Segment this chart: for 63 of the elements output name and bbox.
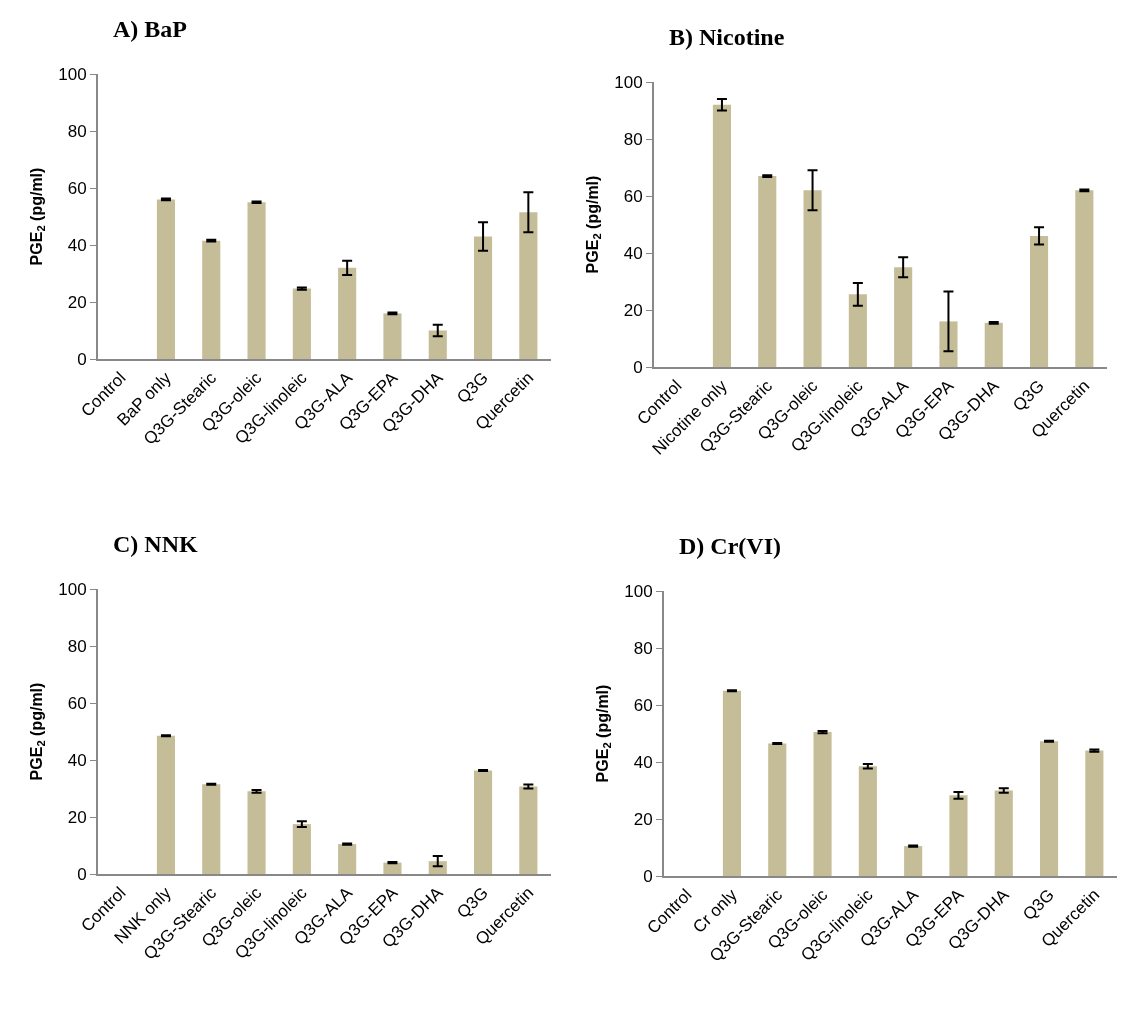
- y-tick-label: 60: [67, 178, 87, 198]
- bar: [292, 824, 311, 874]
- bar: [939, 321, 958, 367]
- y-tick-label: 40: [623, 243, 643, 263]
- bar: [1085, 750, 1104, 876]
- bar: [758, 176, 777, 367]
- bar: [1039, 741, 1059, 876]
- y-tick-label: 80: [67, 636, 87, 656]
- y-tick-label: 60: [67, 693, 87, 713]
- y-tick-label: 20: [633, 809, 653, 829]
- y-tick-label: 40: [67, 235, 87, 255]
- y-tick-label: 80: [67, 121, 87, 141]
- chart-title: A) BaP: [113, 16, 187, 43]
- chart-title: D) Cr(VI): [679, 533, 781, 560]
- bar: [803, 190, 822, 367]
- bar: [994, 790, 1013, 876]
- y-tick-label: 100: [624, 581, 653, 601]
- bar: [202, 240, 221, 359]
- bar: [202, 784, 221, 874]
- y-tick-label: 100: [614, 72, 643, 92]
- bar: [813, 732, 832, 876]
- y-tick-label: 60: [623, 186, 643, 206]
- y-tick-label: 0: [633, 357, 643, 377]
- bar: [156, 199, 176, 359]
- bar: [338, 267, 357, 359]
- bar: [156, 735, 176, 874]
- bar: [247, 791, 266, 874]
- y-tick-label: 0: [77, 864, 87, 884]
- bar: [428, 330, 447, 359]
- bar: [292, 288, 311, 359]
- bar: [1075, 190, 1094, 367]
- bar: [383, 313, 402, 359]
- bar: [894, 267, 913, 367]
- bar: [949, 795, 968, 876]
- bar: [768, 743, 787, 876]
- bar: [519, 212, 538, 359]
- bar: [473, 770, 493, 874]
- y-tick-label: 20: [67, 807, 87, 827]
- y-tick-label: 40: [67, 750, 87, 770]
- y-tick-label: 0: [643, 866, 653, 886]
- bar: [247, 202, 266, 359]
- chart-title: B) Nicotine: [669, 24, 785, 51]
- y-tick-label: 40: [633, 752, 653, 772]
- y-tick-label: 20: [623, 300, 643, 320]
- bar: [904, 846, 923, 876]
- bar: [383, 862, 402, 874]
- y-tick-label: 0: [77, 349, 87, 369]
- bar: [473, 236, 493, 359]
- bar: [338, 844, 357, 874]
- y-tick-label: 80: [623, 129, 643, 149]
- bar: [848, 294, 867, 367]
- bar: [519, 786, 538, 874]
- bar: [984, 322, 1003, 367]
- y-tick-label: 80: [633, 638, 653, 658]
- y-tick-label: 60: [633, 695, 653, 715]
- y-tick-label: 100: [58, 579, 87, 599]
- y-tick-label: 100: [58, 64, 87, 84]
- bar: [858, 766, 877, 876]
- bar: [712, 104, 732, 367]
- chart-title: C) NNK: [113, 531, 198, 558]
- bar: [1029, 235, 1049, 367]
- y-tick-label: 20: [67, 292, 87, 312]
- bar: [722, 690, 742, 876]
